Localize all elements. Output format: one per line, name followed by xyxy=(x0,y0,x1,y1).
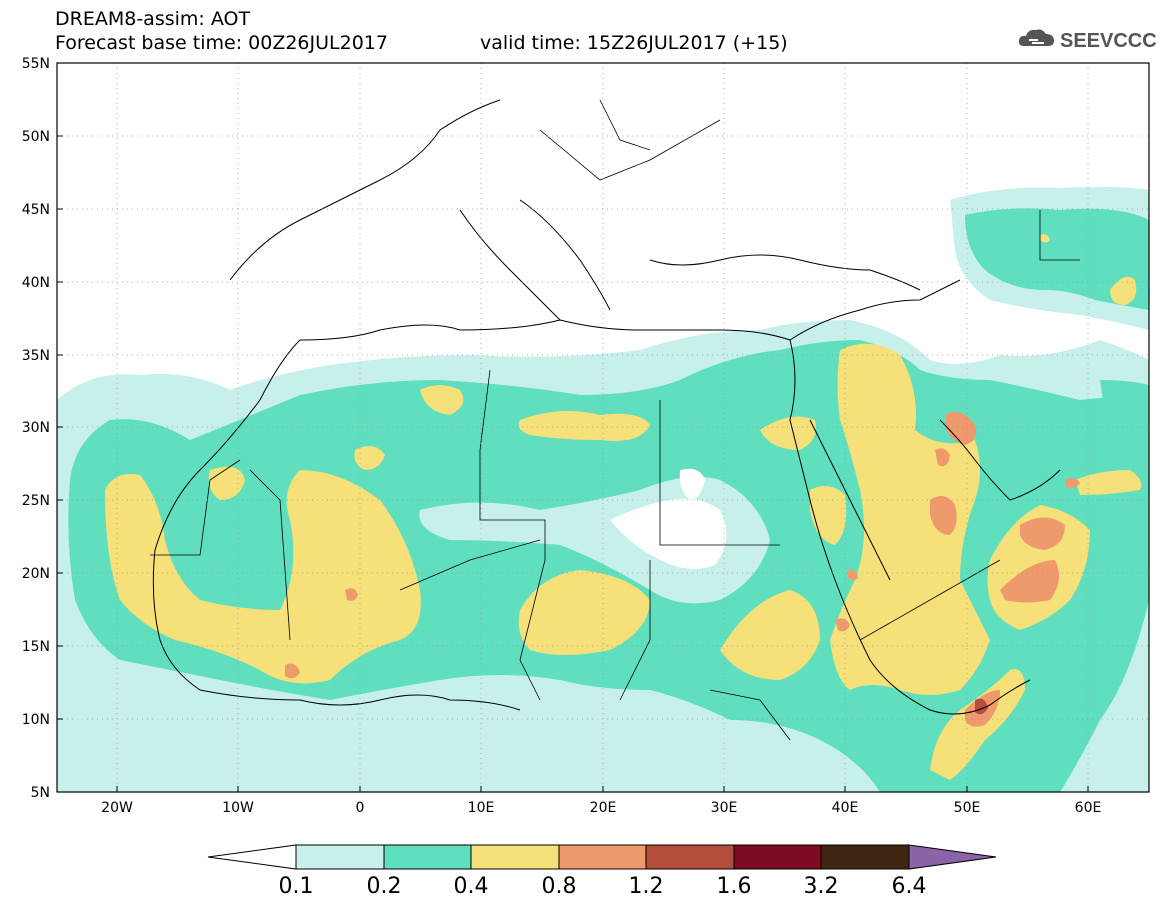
aot-white-patch xyxy=(610,468,727,569)
colorbar-label: 0.2 xyxy=(367,874,402,899)
colorbar-label: 6.4 xyxy=(892,874,927,899)
colorbar-label: 0.4 xyxy=(454,874,489,899)
valid-time: valid time: 15Z26JUL2017 (+15) xyxy=(480,32,788,54)
colorbar-swatch xyxy=(645,844,735,870)
colorbar-swatch xyxy=(733,844,822,870)
borders xyxy=(150,99,1080,741)
colorbar-label: 0.8 xyxy=(542,874,577,899)
logo-text: SEEVCCC xyxy=(1060,30,1156,52)
lon-label: 10E xyxy=(468,800,495,816)
forecast-base-time: Forecast base time: 00Z26JUL2017 xyxy=(55,32,388,54)
colorbar-label: 3.2 xyxy=(804,874,839,899)
lat-label: 30N xyxy=(22,420,50,436)
lat-label: 10N xyxy=(22,712,50,728)
lat-label: 20N xyxy=(22,566,50,582)
colorbar-label: 1.6 xyxy=(717,874,752,899)
colorbar-label: 0.1 xyxy=(279,874,314,899)
lon-label: 20W xyxy=(101,800,133,816)
lon-label: 60E xyxy=(1075,800,1102,816)
gridlines xyxy=(57,63,1149,792)
lat-label: 45N xyxy=(22,202,50,218)
colorbar-arrow-high xyxy=(908,844,997,870)
lat-label: 15N xyxy=(22,639,50,655)
lat-label: 40N xyxy=(22,275,50,291)
colorbar xyxy=(207,844,997,870)
coastlines xyxy=(152,99,1061,715)
map-title: DREAM8-assim: AOT xyxy=(55,8,251,30)
lat-labels: 55N 50N 45N 40N 35N 30N 25N 20N 15N 10N … xyxy=(22,56,50,801)
colorbar-labels: 0.1 0.2 0.4 0.8 1.2 1.6 3.2 6.4 xyxy=(279,874,927,899)
colorbar-label: 1.2 xyxy=(629,874,664,899)
lon-label: 20E xyxy=(590,800,617,816)
lon-labels: 20W 10W 0 10E 20E 30E 40E 50E 60E xyxy=(101,800,1101,816)
lat-label: 5N xyxy=(31,785,50,801)
colorbar-swatch xyxy=(470,844,560,870)
colorbar-arrow-low xyxy=(207,844,297,870)
seevccc-logo: SEEVCCC xyxy=(1016,22,1157,56)
colorbar-swatch xyxy=(383,844,472,870)
cloud-icon xyxy=(1018,29,1054,46)
lat-label: 50N xyxy=(22,129,50,145)
lon-label: 10W xyxy=(222,800,254,816)
lon-label: 50E xyxy=(954,800,981,816)
colorbar-swatch xyxy=(295,844,385,870)
lon-label: 40E xyxy=(832,800,859,816)
lat-label: 35N xyxy=(22,348,50,364)
lon-label: 30E xyxy=(711,800,738,816)
aot-fields xyxy=(57,186,1149,792)
colorbar-swatch xyxy=(558,844,647,870)
lat-label: 55N xyxy=(22,56,50,72)
lat-label: 25N xyxy=(22,493,50,509)
colorbar-swatch xyxy=(820,844,910,870)
lon-label: 0 xyxy=(356,800,365,816)
tick-marks xyxy=(57,62,1089,792)
